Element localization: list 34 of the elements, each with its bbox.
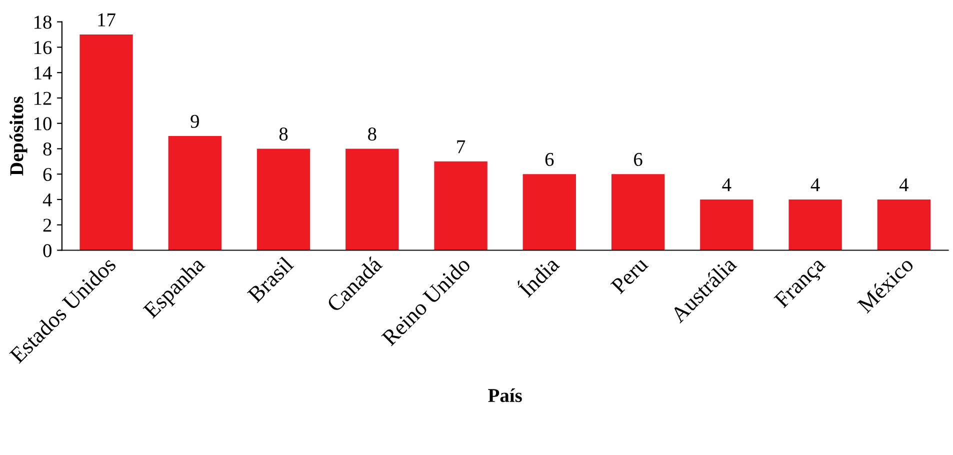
y-tick-label: 16: [34, 41, 52, 54]
data-label: 17: [98, 13, 116, 26]
y-tick-label: 2: [43, 218, 52, 232]
bar: [80, 34, 133, 250]
bar: [877, 199, 931, 250]
y-tick-label: 6: [43, 168, 52, 182]
data-label: 6: [634, 152, 642, 166]
y-tick-label: 8: [43, 142, 52, 156]
bar: [788, 199, 842, 250]
data-label: 7: [457, 140, 466, 154]
data-label: 8: [279, 127, 288, 141]
y-tick-label: 4: [42, 193, 52, 206]
y-tick-label: 12: [34, 92, 52, 105]
y-axis-title: Depósitos: [10, 96, 28, 176]
data-label: 8: [368, 127, 376, 141]
y-tick-label: 10: [34, 117, 52, 130]
bar: [522, 174, 576, 250]
y-tick-label: 14: [34, 66, 52, 80]
x-tick-label: Índia: [515, 252, 560, 298]
bar: [256, 148, 310, 250]
bar: [700, 199, 754, 250]
y-tick-label: 18: [34, 16, 52, 29]
x-axis-title: País: [488, 388, 522, 402]
data-label: 4: [722, 178, 732, 192]
bar: [346, 148, 399, 250]
x-tick-label: Peru: [610, 256, 649, 295]
bar: [434, 161, 488, 250]
bar: [611, 174, 665, 250]
bar: [168, 136, 222, 250]
data-label: 4: [810, 178, 820, 192]
data-label: 6: [545, 152, 554, 166]
data-label: 9: [190, 114, 199, 128]
data-label: 4: [899, 178, 908, 192]
y-tick-label: 0: [43, 244, 52, 258]
